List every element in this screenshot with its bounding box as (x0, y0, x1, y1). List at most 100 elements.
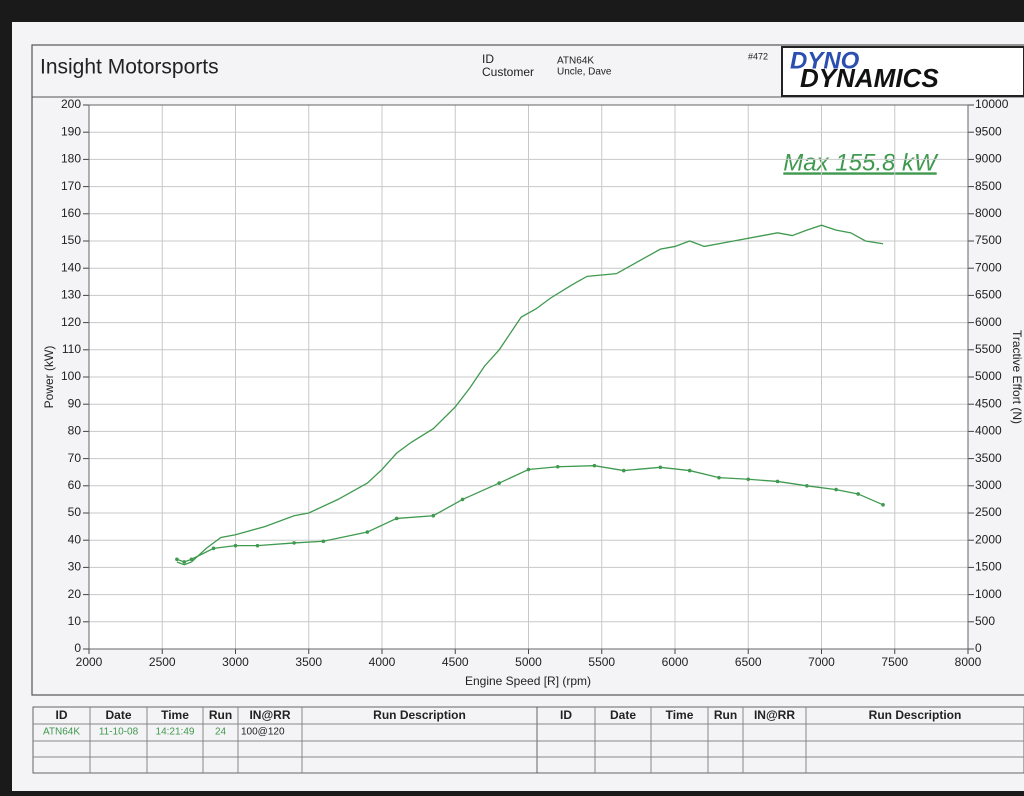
y-tick-label: 0 (74, 641, 81, 655)
y2-tick-label: 7500 (975, 233, 1002, 247)
y-tick-label: 120 (61, 315, 81, 329)
table-header: IN@RR (249, 708, 290, 722)
y2-tick-label: 5500 (975, 342, 1002, 356)
series-point (175, 557, 179, 562)
y-tick-label: 140 (61, 260, 81, 274)
table-header: Date (105, 708, 131, 722)
y2-tick-label: 8500 (975, 179, 1002, 193)
y2-tick-label: 1000 (975, 587, 1002, 601)
y2-tick-label: 9500 (975, 124, 1002, 138)
y-tick-label: 170 (61, 179, 81, 193)
y-tick-label: 10 (68, 614, 82, 628)
y-tick-label: 100 (61, 369, 81, 383)
x-tick-label: 2500 (149, 655, 176, 669)
series-point (526, 467, 531, 472)
series-point (211, 546, 216, 551)
table-header: Run Description (869, 708, 962, 722)
table-header: ID (560, 708, 572, 722)
table-header: Run Description (373, 708, 466, 722)
logo-box (781, 46, 1024, 97)
table-cell: ATN64K (43, 727, 80, 738)
table-header: Run (209, 708, 232, 722)
y2-tick-label: 5000 (975, 369, 1002, 383)
y-tick-label: 150 (61, 233, 81, 247)
series-point (394, 516, 399, 521)
series-point (189, 557, 194, 562)
sheet-number: #472 (748, 51, 768, 61)
x-tick-label: 6000 (662, 655, 689, 669)
y-tick-label: 190 (61, 124, 81, 138)
series-point (182, 560, 187, 564)
y-tick-label: 90 (68, 396, 82, 410)
logo-bottom: DYNAMICS (800, 63, 939, 93)
run-table (32, 706, 1024, 774)
y-tick-label: 130 (61, 288, 81, 302)
table-cell: 100@120 (241, 727, 285, 738)
x-tick-label: 7500 (881, 655, 908, 669)
y-tick-label: 30 (68, 560, 82, 574)
y-tick-label: 20 (68, 587, 82, 601)
x-tick-label: 6500 (735, 655, 762, 669)
max-annotation: Max 155.8 kW (783, 149, 939, 176)
x-tick-label: 3500 (295, 655, 322, 669)
series-point (556, 464, 560, 469)
x-tick-label: 2000 (76, 655, 103, 669)
y2-tick-label: 3000 (975, 478, 1002, 492)
x-axis-label: Engine Speed [R] (rpm) (465, 674, 591, 688)
series-point (233, 543, 238, 548)
x-tick-label: 8000 (955, 655, 982, 669)
series-point (321, 539, 326, 544)
chart-frame (31, 44, 1024, 696)
x-tick-label: 7000 (808, 655, 835, 669)
series-point (592, 463, 597, 468)
series-point (460, 497, 465, 502)
y-tick-label: 70 (68, 451, 82, 465)
y2-tick-label: 2000 (975, 532, 1002, 546)
y-axis-label: Power (kW) (42, 346, 56, 409)
series-point (497, 481, 502, 485)
series-point (255, 543, 260, 548)
series-point (746, 477, 751, 482)
series-point (834, 487, 838, 492)
y2-tick-label: 9000 (975, 152, 1002, 166)
y-tick-label: 60 (68, 478, 82, 492)
y2-tick-label: 2500 (975, 505, 1002, 519)
y-tick-label: 200 (61, 97, 81, 111)
y2-tick-label: 1500 (975, 560, 1002, 574)
x-tick-label: 4500 (442, 655, 469, 669)
header-title: Insight Motorsports (40, 56, 219, 79)
y2-tick-label: 3500 (975, 451, 1002, 465)
id-value: ATN64K (557, 56, 594, 67)
series-line (176, 224, 884, 566)
table-header: Time (161, 708, 189, 722)
series-point (292, 541, 296, 545)
series-point (687, 468, 692, 473)
y-tick-label: 50 (68, 505, 82, 519)
x-tick-label: 5500 (588, 655, 615, 669)
y-tick-label: 160 (61, 206, 81, 220)
series-point (658, 465, 663, 470)
table-cell: 24 (215, 727, 227, 738)
series-point (717, 475, 721, 480)
series-point (881, 503, 885, 507)
y-tick-label: 180 (61, 152, 81, 166)
table-header: Run (714, 708, 737, 722)
y2-tick-label: 4500 (975, 396, 1002, 410)
y2-tick-label: 8000 (975, 206, 1002, 220)
table-cell: 11-10-08 (99, 727, 139, 738)
series-point (856, 492, 860, 496)
series-line (176, 465, 884, 563)
y-tick-label: 80 (68, 424, 82, 438)
y2-tick-label: 6500 (975, 288, 1002, 302)
y-tick-label: 110 (62, 342, 81, 356)
table-header: Time (666, 708, 694, 722)
y2-tick-label: 500 (975, 614, 995, 628)
series-point (365, 530, 370, 534)
customer-value: Uncle, Dave (557, 67, 612, 78)
table-cell: 14:21:49 (156, 727, 195, 738)
id-label: ID (482, 52, 494, 66)
x-tick-label: 4000 (369, 655, 396, 669)
series-point (431, 513, 436, 518)
y2-tick-label: 0 (975, 641, 982, 655)
table-header: ID (56, 708, 68, 722)
